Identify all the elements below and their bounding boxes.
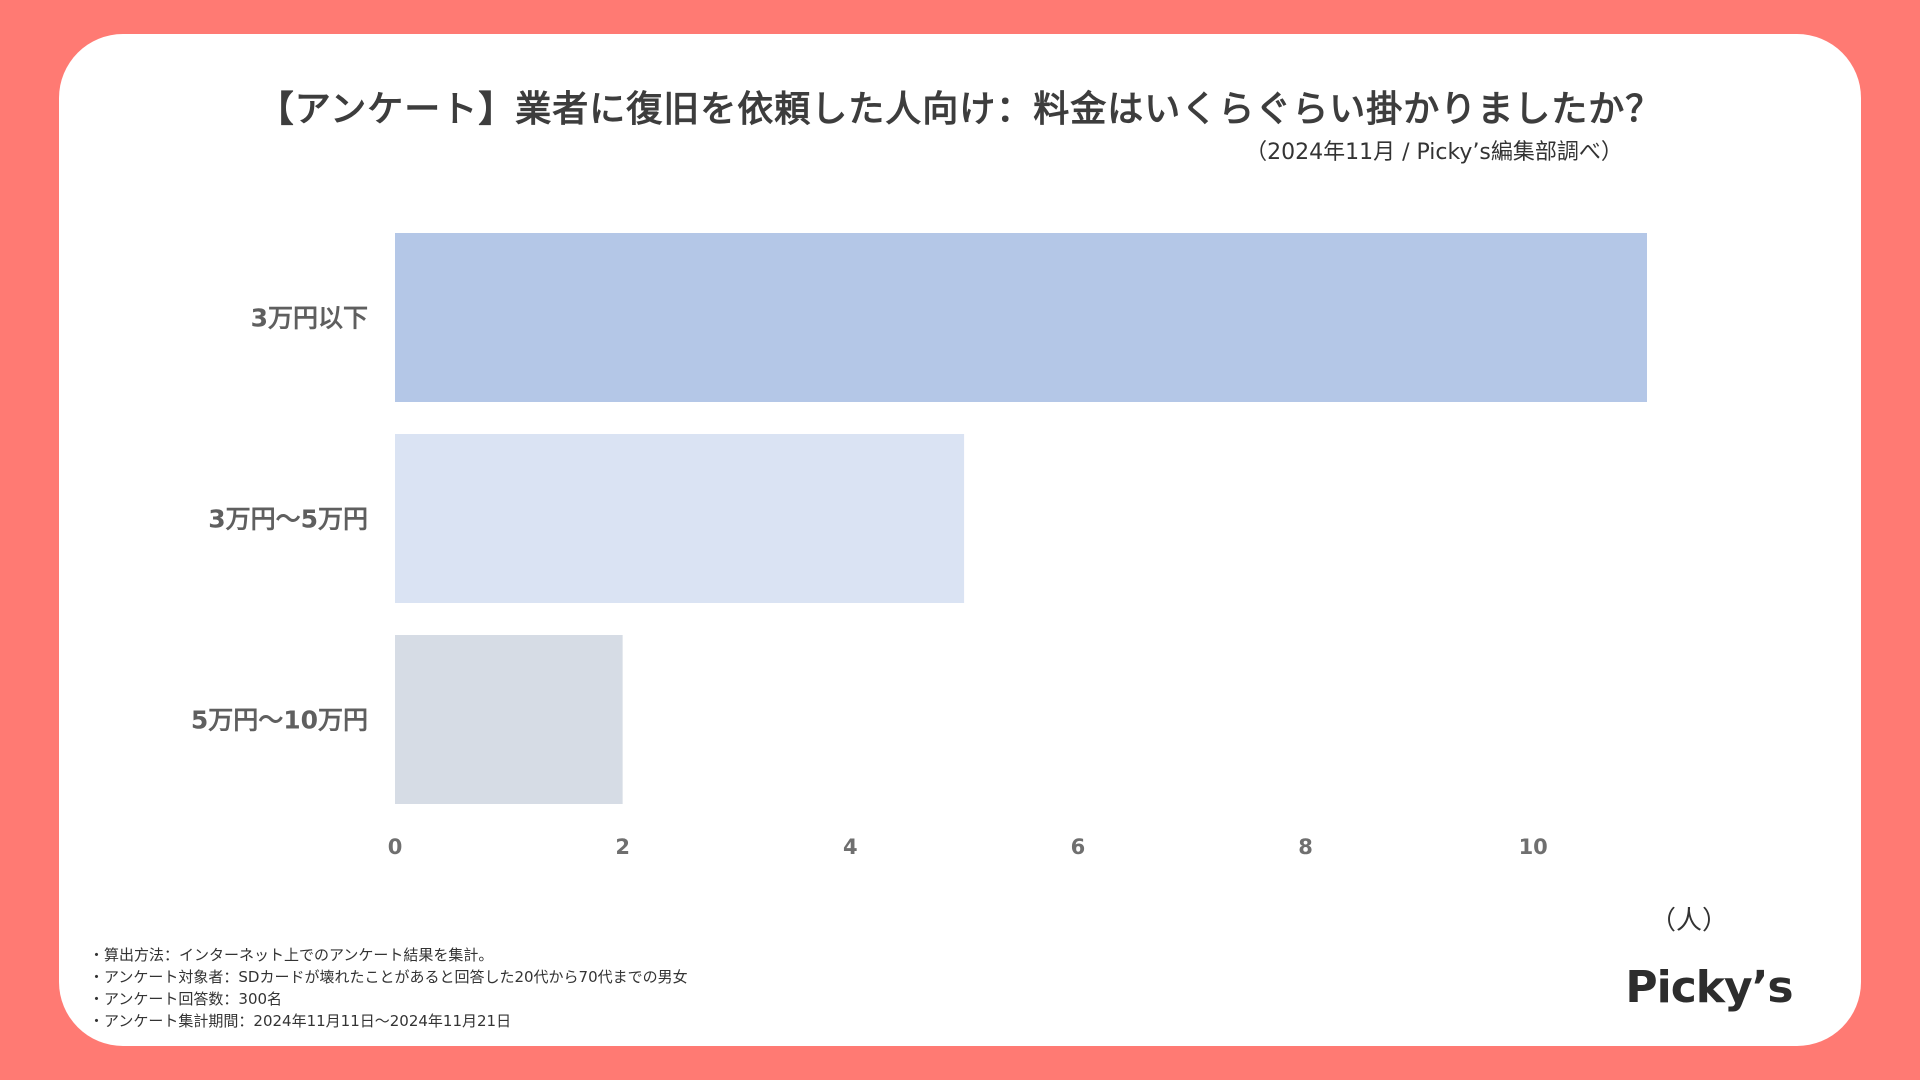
x-tick-label: 8 — [1298, 835, 1313, 859]
bar-1 — [395, 233, 1647, 402]
chart-title: 【アンケート】業者に復旧を依頼した人向け：料金はいくらぐらい掛かりましたか？ — [257, 89, 1663, 130]
x-tick-label: 10 — [1519, 835, 1548, 859]
x-tick-label: 4 — [843, 835, 858, 859]
survey-notes: ・算出方法：インターネット上でのアンケート結果を集計。 ・アンケート対象者：SD… — [89, 944, 688, 1032]
x-tick-label: 2 — [615, 835, 630, 859]
x-tick-label: 6 — [1071, 835, 1086, 859]
source-note: （2024年11月 / Picky’s編集部調べ） — [1245, 140, 1623, 165]
category-label: 3万円〜5万円 — [208, 505, 368, 534]
category-label: 3万円以下 — [251, 304, 368, 333]
note-target: ・アンケート対象者：SDカードが壊れたことがあると回答した20代から70代までの… — [89, 968, 688, 986]
note-method: ・算出方法：インターネット上でのアンケート結果を集計。 — [89, 946, 494, 964]
bar-2 — [395, 434, 965, 603]
brand-logo: Picky’s — [1625, 962, 1793, 1013]
note-count: ・アンケート回答数：300名 — [89, 990, 283, 1008]
note-period: ・アンケート集計期間：2024年11月11日〜2024年11月21日 — [89, 1012, 512, 1030]
category-label: 5万円〜10万円 — [191, 706, 368, 735]
axis-unit-label: （人） — [1649, 906, 1728, 936]
bar-chart: 3万円以下 3万円〜5万円 5万円〜10万円 0 2 4 6 8 10 — [191, 233, 1647, 859]
x-tick-label: 0 — [388, 835, 403, 859]
bar-3 — [395, 635, 623, 804]
chart-card: 【アンケート】業者に復旧を依頼した人向け：料金はいくらぐらい掛かりましたか？ （… — [59, 34, 1861, 1046]
